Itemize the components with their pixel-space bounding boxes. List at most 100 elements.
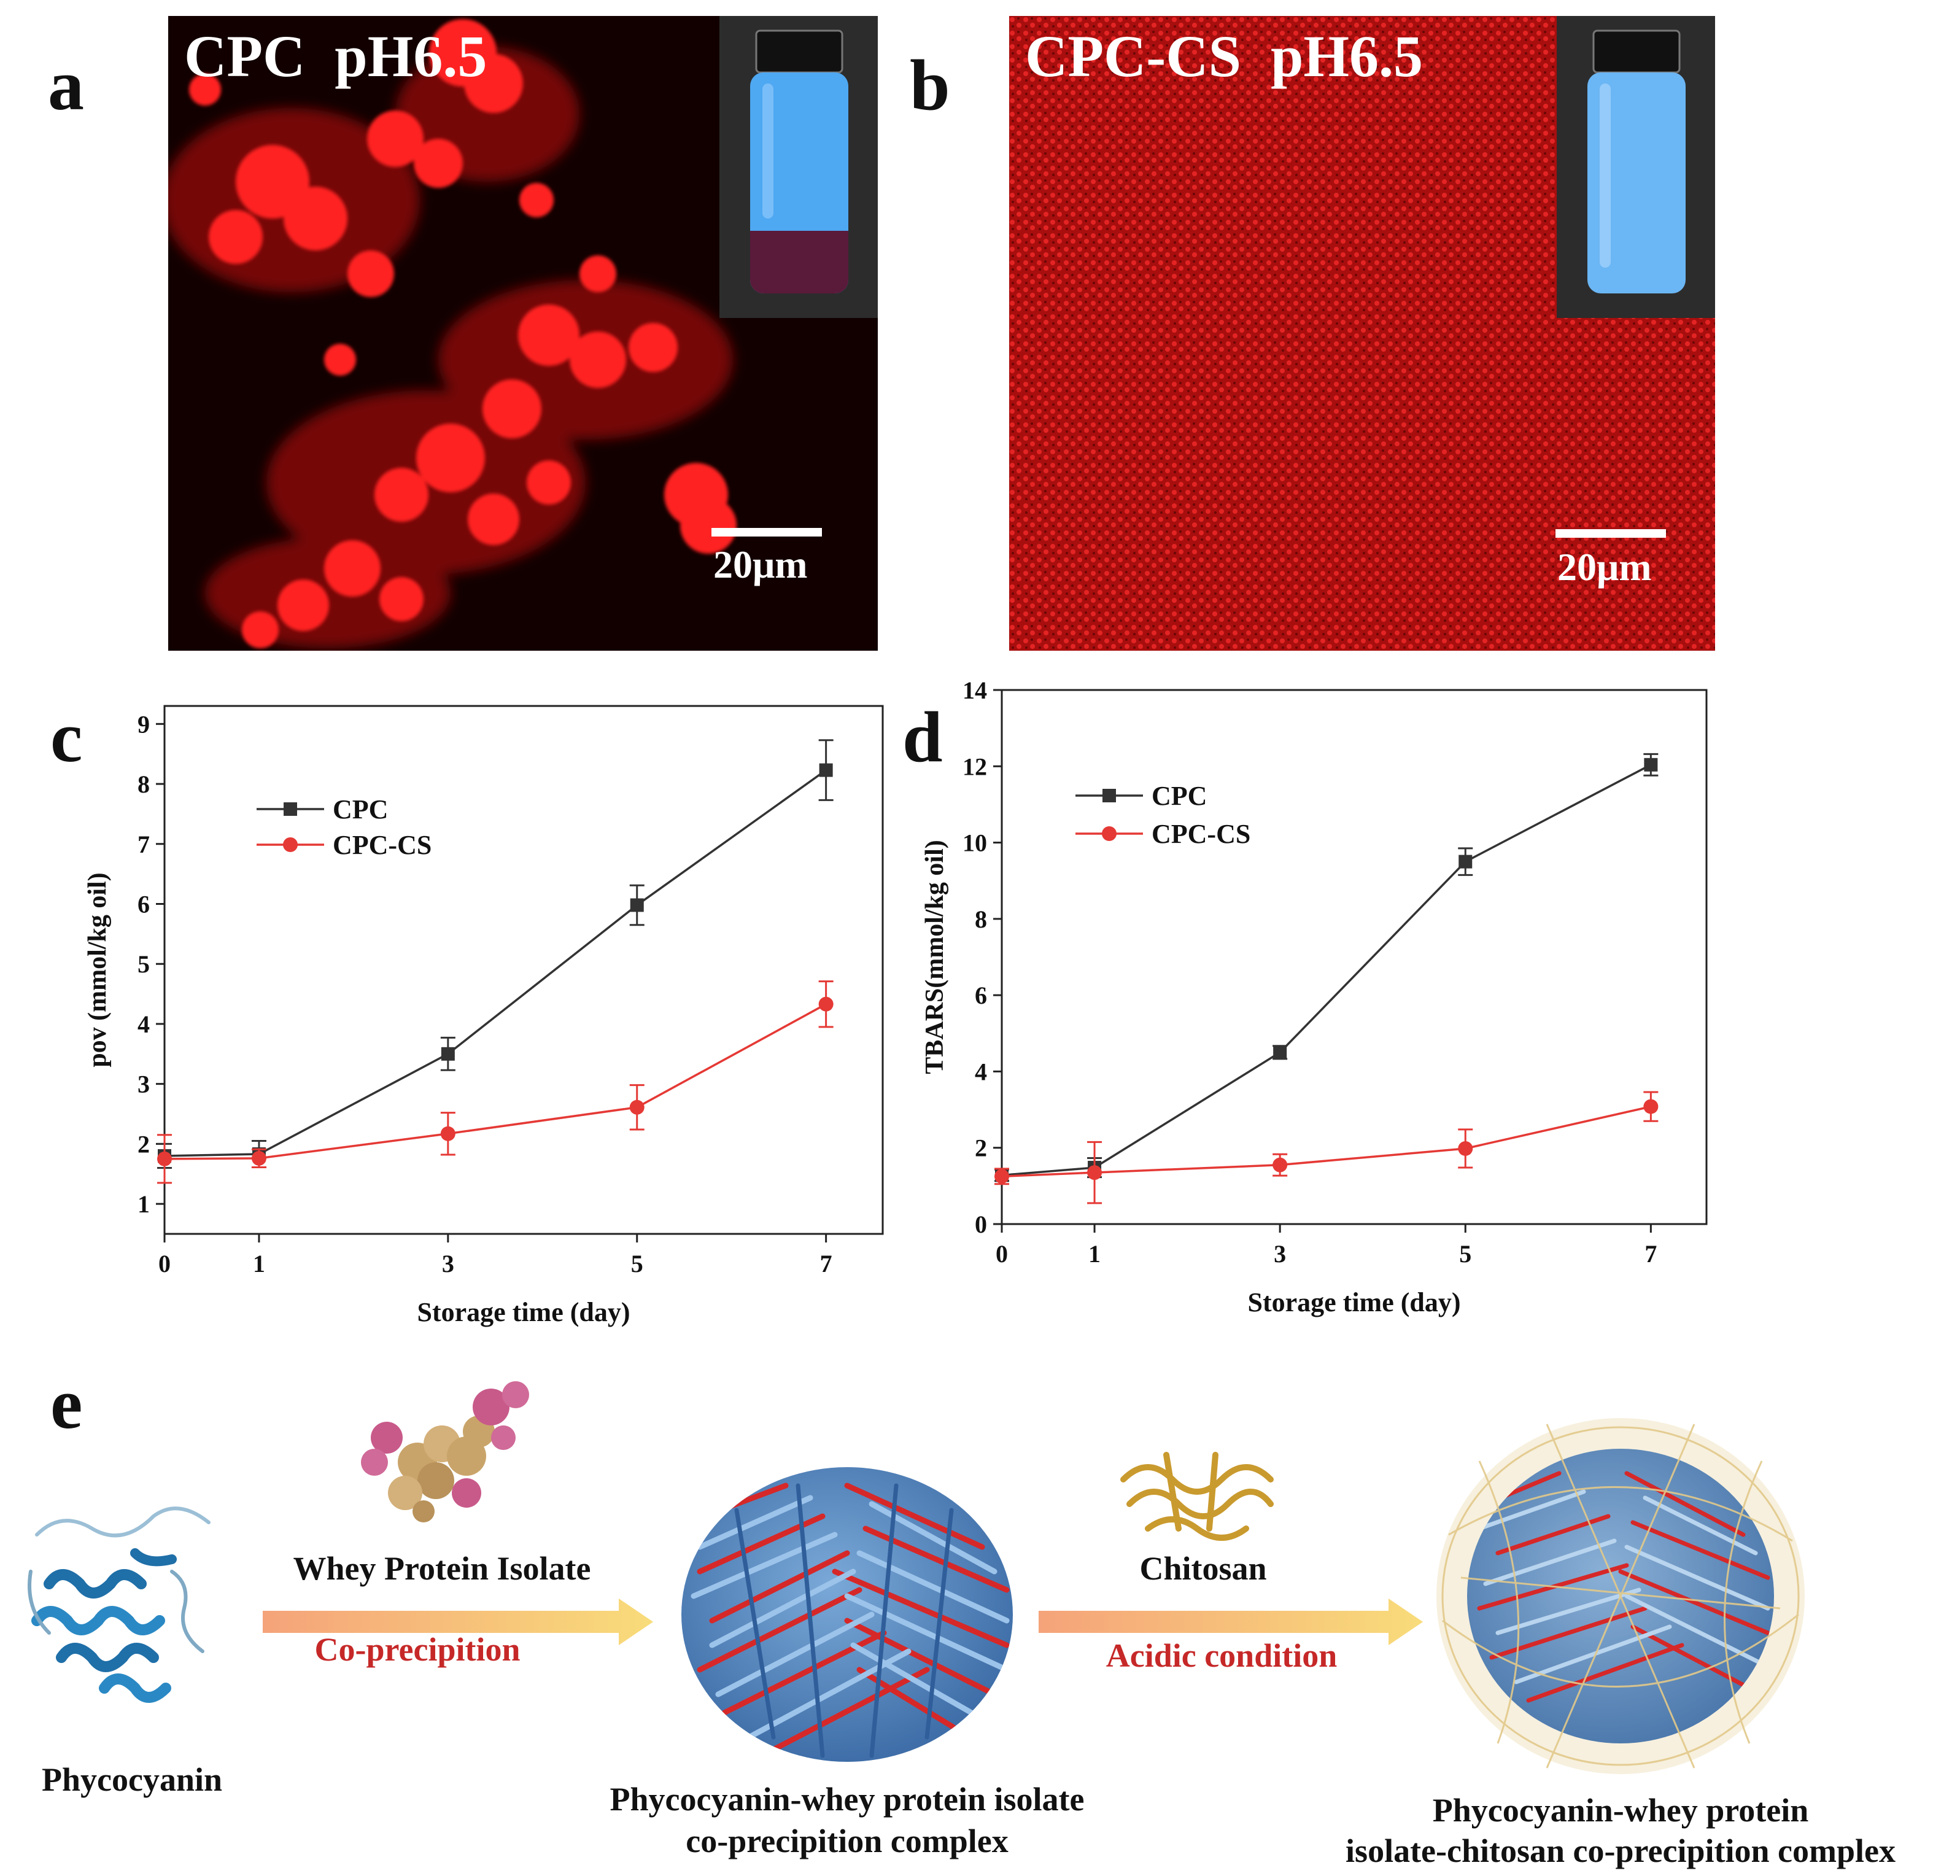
y-tick-label: 9 [138,710,150,738]
y-tick-label: 1 [138,1190,150,1218]
phycocyanin-label: Phycocyanin [41,1761,223,1798]
series-cpc [994,753,1659,1182]
legend-label: CPC-CS [333,830,432,860]
data-point [630,898,644,912]
vial-inset-cpc [719,16,878,318]
scalebar-label-cpc: 20μm [713,543,808,586]
plot-frame [1001,689,1708,1225]
data-point [819,763,833,777]
data-point [1272,1157,1288,1172]
scalebar-label-cpc-cs: 20μm [1557,545,1652,589]
y-tick-label: 5 [138,950,150,978]
series-cpc-cs [157,980,834,1184]
arrow-right-icon [263,1599,653,1645]
data-point [251,1150,266,1166]
legend-label: CPC [1152,781,1207,811]
complex2-label-line1: Phycocyanin-whey protein [1432,1792,1809,1829]
data-point [1273,1045,1287,1060]
legend-marker [284,802,297,816]
panel-letter-b: b [910,45,950,125]
whey-protein-icon [361,1381,529,1522]
y-axis-label: pov (mmol/kg oil) [86,872,112,1067]
vial-cpc-cs-icon [1587,29,1686,293]
x-tick-label: 0 [996,1240,1008,1268]
y-tick-label: 3 [138,1071,150,1098]
panel-letter-a: a [48,45,84,125]
legend-marker [283,837,298,852]
x-tick-label: 7 [1644,1240,1657,1268]
series-cpc-cs [994,1091,1659,1204]
y-tick-label: 8 [138,770,150,798]
legend-label: CPC [333,794,388,824]
y-tick-label: 6 [138,891,150,918]
x-tick-label: 5 [1459,1240,1471,1268]
y-tick-label: 7 [138,831,150,858]
legend-marker [1102,789,1116,802]
x-tick-label: 3 [1274,1240,1286,1268]
micrograph-cpc-cs-title: CPC-CS pH6.5 [1025,23,1424,89]
chitosan-label: Chitosan [1139,1550,1267,1587]
panel-letter-c: c [50,697,83,777]
legend-marker [1102,826,1117,841]
panel-letter-d: d [902,697,943,777]
cpc-aggregates-image [168,19,737,648]
series-cpc [157,739,834,1169]
data-point [1643,1099,1659,1114]
complex1-label-line2: co-precipition complex [686,1823,1009,1859]
data-point [1458,1141,1473,1156]
tbars-chart: 0 1 3 5 7 0 2 4 6 8 10 12 14 Storage time (day) TBARS(… [921,681,1708,1317]
chitosan-icon [1120,1452,1274,1541]
data-point [629,1099,645,1115]
scalebar-cpc [711,528,822,537]
x-axis-label: Storage time (day) [1247,1287,1460,1317]
y-axis-label: TBARS(mmol/kg oil) [921,840,949,1074]
y-tick-label: 14 [963,681,987,704]
y-tick-label: 8 [975,905,987,933]
panel-letter-e: e [50,1363,83,1444]
vial-cpc-icon [750,29,848,293]
micrograph-cpc-title: CPC pH6.5 [184,23,487,89]
y-tick-label: 4 [138,1010,150,1038]
vial-inset-cpc-cs [1557,16,1715,318]
coprecipitation-label: Co-precipition [314,1631,521,1668]
micrograph-cpc-cs: CPC-CS pH6.5 20μm [1009,16,1715,651]
plot-frame [163,705,884,1235]
y-tick-label: 0 [975,1211,987,1238]
y-tick-label: 2 [138,1130,150,1158]
data-point [1087,1165,1102,1180]
y-tick-label: 10 [963,829,987,857]
data-point [994,1169,1009,1184]
series-line [1001,764,1652,1177]
y-tick-label: 6 [975,982,987,1009]
data-point [157,1151,172,1166]
acidic-condition-label: Acidic condition [1106,1637,1338,1674]
pov-chart: 0 1 3 5 7 1 2 3 4 5 6 7 8 9 Storage time (day) pov (mmo… [86,705,884,1327]
x-axis-label: Storage time (day) [417,1297,630,1327]
whey-protein-label: Whey Protein Isolate [293,1550,591,1587]
phycocyanin-structure-icon [28,1506,211,1703]
legend-label: CPC-CS [1152,819,1250,849]
x-tick-label: 1 [1088,1240,1101,1268]
micrograph-cpc: CPC pH6.5 20μm [168,16,878,651]
data-point [441,1047,455,1061]
y-tick-label: 2 [975,1134,987,1162]
y-tick-label: 12 [963,753,987,780]
scalebar-cpc-cs [1555,529,1666,538]
complex1-label-line1: Phycocyanin-whey protein isolate [610,1781,1085,1818]
x-tick-label: 1 [253,1250,265,1277]
x-tick-label: 0 [158,1250,171,1277]
data-point [440,1126,455,1141]
data-point [1644,758,1658,772]
complex2-label-line2: isolate-chitosan co-precipition complex [1346,1832,1896,1869]
series-line [164,769,827,1157]
data-point [1458,855,1473,869]
chitosan-coated-sphere-icon [1436,1418,1805,1774]
x-tick-label: 7 [820,1250,832,1277]
x-tick-label: 3 [442,1250,454,1277]
coprecipitate-sphere-icon [681,1467,1013,1762]
data-point [818,996,834,1012]
y-tick-label: 4 [975,1058,987,1085]
arrow-right-icon-2 [1039,1599,1423,1645]
series-line [164,1003,827,1160]
x-tick-label: 5 [631,1250,643,1277]
